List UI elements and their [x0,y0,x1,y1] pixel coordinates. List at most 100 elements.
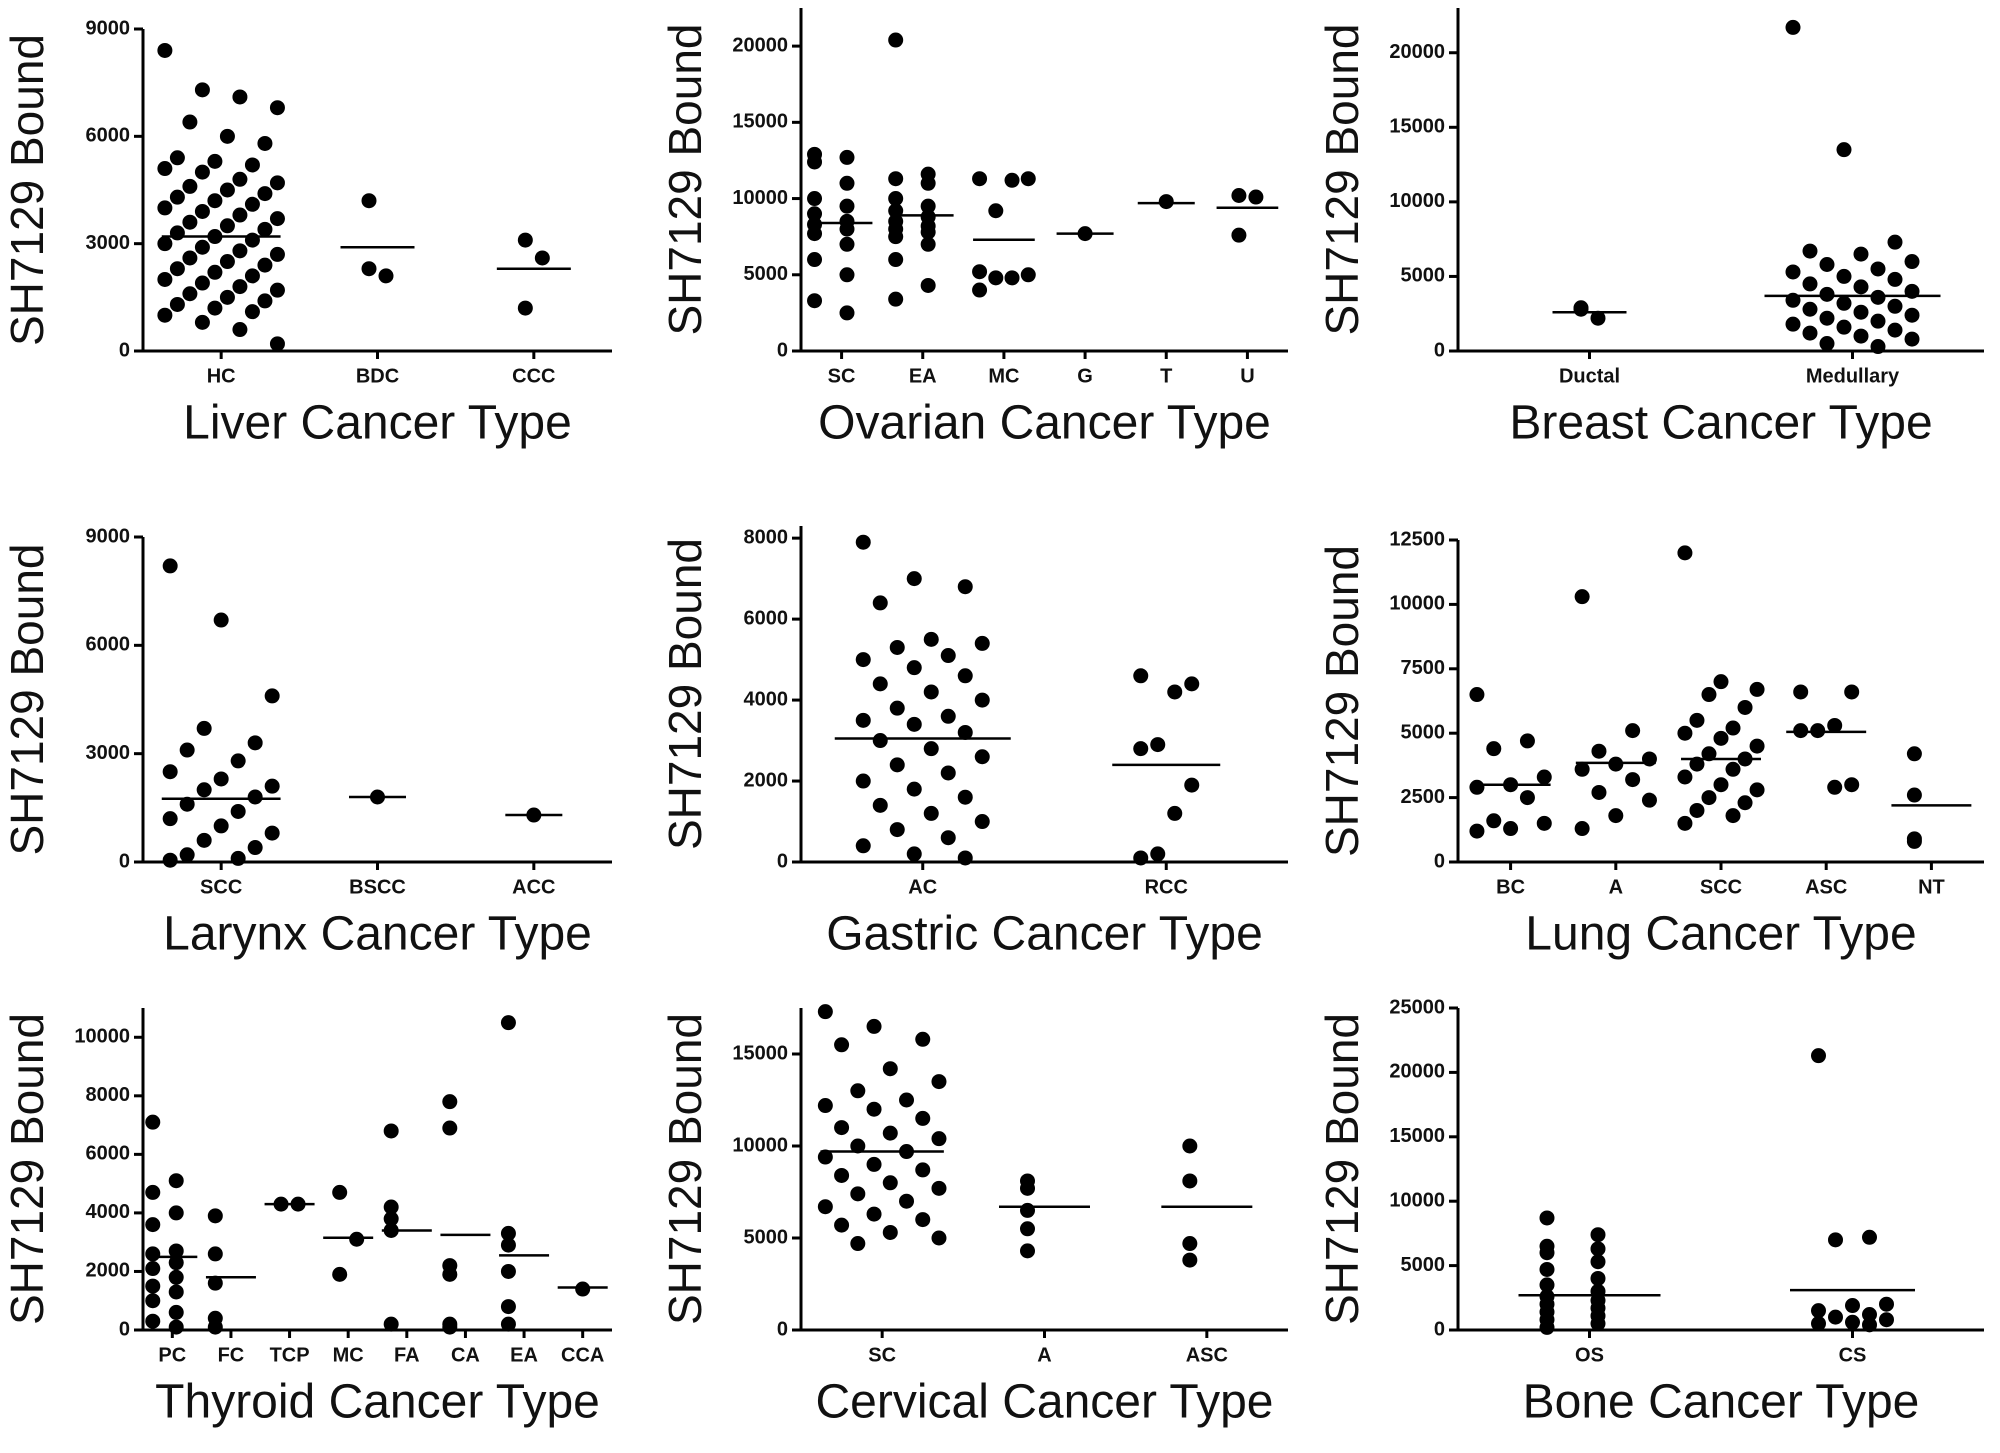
data-point [850,1083,866,1099]
data-point [264,825,280,841]
data-point [957,789,973,805]
data-point [157,236,173,252]
y-tick-label: 10000 [1389,593,1445,615]
data-point [1785,19,1801,35]
data-point [807,154,823,170]
data-point [817,1004,833,1020]
x-tick-label: SC [828,365,856,387]
x-tick-label: TCP [270,1344,310,1366]
data-point [145,1261,161,1277]
data-point [232,89,248,105]
data-point [383,1316,399,1332]
data-point [882,1224,898,1240]
data-point [817,1098,833,1114]
data-point [1828,1232,1843,1248]
y-tick-label: 10000 [1389,1189,1445,1211]
data-point [1184,676,1200,692]
x-tick-label: NT [1918,876,1945,898]
data-point [923,631,939,647]
data-point [207,193,223,209]
data-point [1725,808,1741,824]
data-point [168,1304,184,1320]
data-point [1844,777,1860,793]
data-point [269,282,285,298]
data-point [232,207,248,223]
data-point [1020,1243,1035,1259]
data-point [888,32,904,48]
data-point [332,1266,348,1282]
data-point [232,279,248,295]
x-axis-label: Breast Cancer Type [1509,397,1932,450]
data-point [834,1120,850,1136]
data-point [219,128,235,144]
data-point [169,261,185,277]
data-point [866,1156,882,1172]
data-point [244,304,260,320]
data-point [500,1015,516,1031]
x-tick-label: Ductal [1559,365,1620,387]
data-point [931,1074,947,1090]
data-point [1469,823,1485,839]
x-tick-label: Medullary [1806,365,1900,387]
y-axis-label: SH7129 Bound [1316,545,1368,857]
data-point [888,229,904,245]
data-point [1590,1227,1606,1243]
y-tick-label: 5000 [744,1226,789,1248]
y-axis-label: SH7129 Bound [659,23,711,335]
data-point [1828,1309,1843,1325]
y-tick-label: 0 [777,1318,788,1340]
data-point [1845,1298,1860,1314]
data-point [1591,784,1607,800]
data-point [1862,1307,1877,1323]
x-tick-label: MC [988,365,1019,387]
data-point [145,1278,161,1294]
data-point [915,1031,931,1047]
data-point [1486,741,1502,757]
data-point [383,1123,399,1139]
data-point [378,268,394,284]
data-point [988,270,1004,286]
data-point [1536,769,1552,785]
data-point [1793,723,1809,739]
data-point [931,1131,947,1147]
data-point [244,232,260,248]
data-point [1574,761,1590,777]
y-tick-label: 4000 [744,688,789,710]
data-point [257,221,273,237]
data-point [899,1092,915,1108]
data-point [168,1269,184,1285]
data-point [168,1205,184,1221]
data-point [1020,267,1036,283]
data-point [1713,674,1729,690]
y-tick-label: 2500 [1401,786,1446,808]
data-point [1641,792,1657,808]
data-point [1677,769,1693,785]
data-point [839,175,855,191]
data-point [1853,246,1869,262]
data-point [1539,1319,1555,1335]
data-point [179,847,195,863]
y-tick-label: 3000 [86,742,131,764]
data-point [194,275,210,291]
data-point [1150,846,1166,862]
data-point [1819,257,1835,273]
data-point [534,250,550,266]
data-point [807,293,823,309]
data-point [1811,1303,1826,1319]
data-point [247,789,263,805]
data-point [207,264,223,280]
y-tick-label: 6000 [744,607,789,629]
data-point [882,1175,898,1191]
data-point [1811,1316,1826,1332]
data-point [182,286,198,302]
data-point [162,558,178,574]
data-point [1879,1296,1894,1312]
data-point [1133,668,1149,684]
data-point [906,846,922,862]
data-point [383,1199,399,1215]
data-point [807,206,823,222]
data-point [1591,743,1607,759]
y-tick-label: 15000 [732,1042,788,1064]
data-point [839,149,855,165]
data-point [888,291,904,307]
